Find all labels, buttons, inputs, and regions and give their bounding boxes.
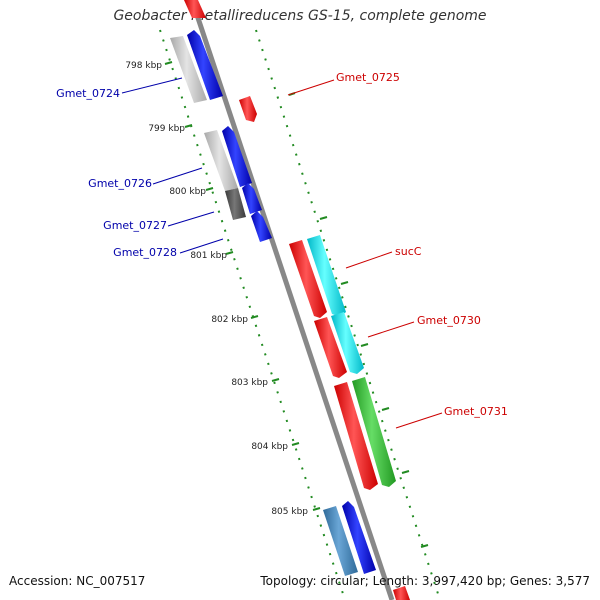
- tick-label: 805 kbp: [271, 507, 308, 517]
- tick-label: 801 kbp: [190, 251, 227, 261]
- feature-gmet0731-cog: [352, 377, 396, 487]
- feature-gmet0726-cog: [204, 130, 238, 191]
- coordinate-ticks: [164, 61, 321, 511]
- feature-gmet0727-cog: [225, 188, 246, 220]
- feature-gmet0724-cds: [187, 30, 223, 100]
- gene-label[interactable]: sucC: [395, 245, 422, 258]
- tick-label: 803 kbp: [231, 378, 268, 388]
- gene-features: [170, 0, 410, 600]
- feature-bottom-red: [393, 586, 410, 600]
- gene-label[interactable]: Gmet_0725: [336, 71, 400, 84]
- tick-label: 800 kbp: [169, 187, 206, 197]
- feature-bottom-cds: [342, 501, 376, 574]
- gc-ticks: [288, 92, 429, 548]
- tick-label: 798 kbp: [125, 61, 162, 71]
- gene-label[interactable]: Gmet_0730: [417, 314, 481, 327]
- feature-gmet0726-cds: [222, 126, 252, 187]
- label-leaders: [121, 77, 443, 429]
- feature-top-red: [184, 0, 206, 18]
- tick-label: 799 kbp: [148, 124, 185, 134]
- gene-label[interactable]: Gmet_0728: [113, 246, 177, 259]
- genome-backbone: [189, 0, 395, 600]
- feature-gmet0731-cds: [334, 382, 378, 490]
- gene-label[interactable]: Gmet_0724: [56, 87, 120, 100]
- feature-gmet0725-cds: [239, 96, 257, 122]
- feature-succ-cog: [307, 235, 346, 317]
- feature-gmet0730-cog: [331, 312, 364, 374]
- gene-labels: Gmet_0724 Gmet_0726 Gmet_0727 Gmet_0728 Gmet…: [56, 71, 508, 418]
- gene-label[interactable]: Gmet_0731: [444, 405, 508, 418]
- feature-bottom-cog: [323, 506, 358, 576]
- feature-gmet0730-cds: [314, 317, 347, 378]
- topology-text: Topology: circular; Length: 3,997,420 bp…: [260, 574, 590, 588]
- gene-label[interactable]: Gmet_0727: [103, 219, 167, 232]
- feature-gmet0724-cog: [170, 36, 207, 103]
- map-title: Geobacter metallireducens GS-15, complet…: [113, 8, 487, 24]
- gene-label[interactable]: Gmet_0726: [88, 177, 152, 190]
- feature-gmet0728-cds: [251, 211, 272, 242]
- accession-text: Accession: NC_007517: [9, 574, 146, 588]
- tick-label: 804 kbp: [251, 442, 288, 452]
- feature-succ-cds: [289, 240, 327, 318]
- tick-labels: 798 kbp 799 kbp 800 kbp 801 kbp 802 kbp 803 k…: [125, 61, 308, 517]
- feature-gmet0727-cds: [242, 183, 262, 214]
- tick-label: 802 kbp: [211, 315, 248, 325]
